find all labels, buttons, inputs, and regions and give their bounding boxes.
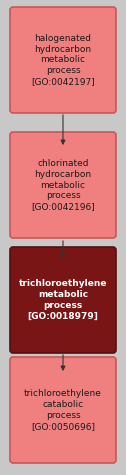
Text: chlorinated
hydrocarbon
metabolic
process
[GO:0042196]: chlorinated hydrocarbon metabolic proces… [31,159,95,211]
Text: trichloroethylene
metabolic
process
[GO:0018979]: trichloroethylene metabolic process [GO:… [19,279,107,321]
FancyBboxPatch shape [10,7,116,113]
Text: trichloroethylene
catabolic
process
[GO:0050696]: trichloroethylene catabolic process [GO:… [24,390,102,431]
FancyBboxPatch shape [10,132,116,238]
Text: halogenated
hydrocarbon
metabolic
process
[GO:0042197]: halogenated hydrocarbon metabolic proces… [31,34,95,86]
FancyBboxPatch shape [10,357,116,463]
FancyBboxPatch shape [10,247,116,353]
